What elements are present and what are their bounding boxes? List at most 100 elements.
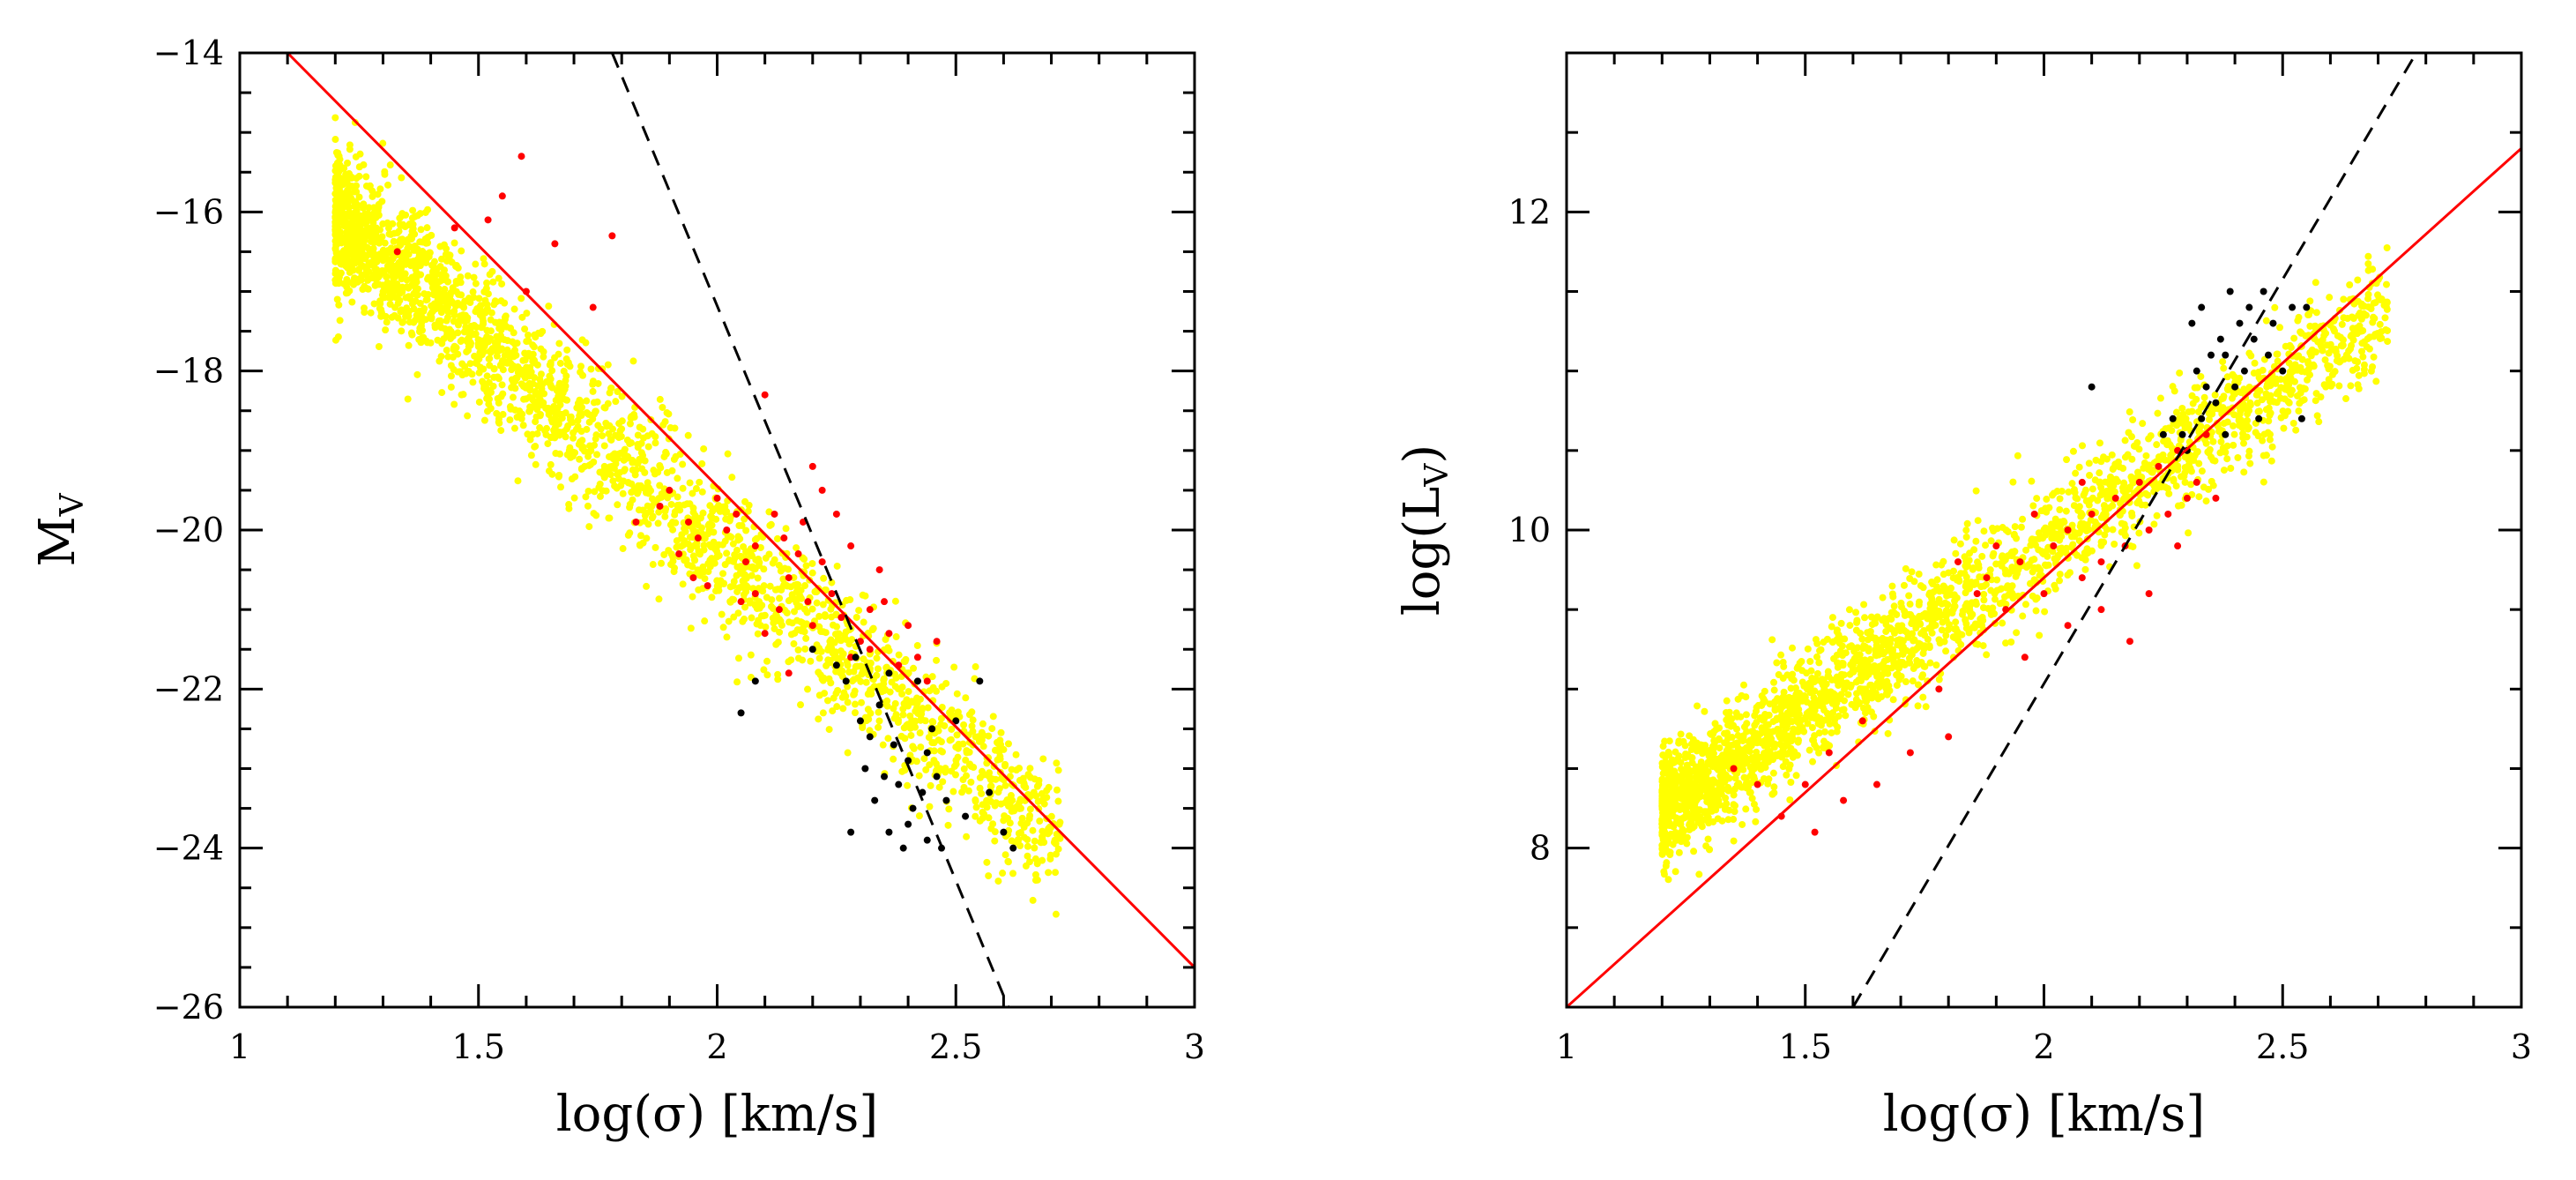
right-point-yellow [2021, 601, 2029, 609]
left-point-yellow [753, 605, 761, 613]
right-point-yellow [1975, 564, 1983, 572]
left-point-yellow [344, 289, 352, 297]
right-point-yellow [1679, 772, 1686, 780]
left-point-yellow [801, 582, 809, 590]
right-point-yellow [1890, 609, 1898, 616]
right-point-yellow [2260, 478, 2267, 486]
left-point-black [909, 804, 917, 812]
left-point-yellow [394, 314, 402, 322]
right-point-yellow [2205, 415, 2213, 423]
left-point-yellow [723, 633, 731, 641]
left-point-yellow [423, 295, 431, 303]
right-point-yellow [2237, 389, 2245, 397]
right-point-yellow [2266, 430, 2274, 438]
left-point-yellow [619, 545, 627, 553]
left-point-yellow [682, 556, 690, 564]
left-point-black [861, 765, 869, 773]
left-point-yellow [1001, 851, 1009, 859]
right-point-yellow [2360, 370, 2368, 377]
left-point-yellow [950, 762, 958, 770]
left-point-yellow [567, 415, 575, 423]
left-point-yellow [360, 161, 368, 168]
left-point-yellow [693, 518, 701, 526]
left-point-yellow [884, 735, 892, 743]
left-point-yellow [906, 724, 914, 732]
right-point-yellow [1815, 659, 1823, 667]
left-point-yellow [976, 784, 984, 792]
left-point-yellow [626, 440, 634, 448]
left-point-yellow [517, 295, 525, 302]
left-point-yellow [673, 543, 681, 551]
right-point-yellow [1999, 619, 2006, 627]
left-point-yellow [452, 344, 460, 352]
left-point-yellow [843, 596, 851, 604]
right-point-yellow [1740, 773, 1748, 781]
right-point-yellow [2211, 391, 2219, 399]
right-point-yellow [1889, 593, 1897, 601]
left-point-yellow [747, 651, 755, 659]
left-point-yellow [689, 552, 697, 560]
left-point-yellow [946, 709, 954, 717]
right-point-yellow [2326, 294, 2334, 302]
right-point-yellow [1737, 713, 1745, 721]
left-point-yellow [483, 326, 491, 334]
left-point-black [933, 773, 941, 780]
right-point-yellow [2253, 391, 2261, 399]
left-point-yellow [599, 432, 607, 440]
left-point-yellow [514, 477, 522, 485]
left-point-yellow [882, 663, 890, 671]
left-point-red [685, 518, 693, 526]
right-point-yellow [2312, 397, 2319, 405]
left-point-yellow [404, 244, 412, 252]
left-point-yellow [440, 335, 448, 343]
right-point-yellow [2069, 447, 2077, 455]
left-point-yellow [387, 230, 395, 238]
left-point-yellow [555, 428, 563, 436]
left-point-yellow [339, 248, 347, 256]
left-point-yellow [585, 523, 593, 531]
left-point-yellow [443, 347, 450, 355]
right-point-yellow [2366, 333, 2374, 341]
left-point-red [761, 391, 769, 399]
left-point-yellow [656, 482, 664, 489]
left-point-red [498, 192, 506, 200]
left-point-yellow [338, 175, 346, 183]
right-point-yellow [1848, 642, 1856, 650]
right-point-yellow [1844, 691, 1852, 698]
right-point-yellow [2304, 311, 2312, 319]
left-point-yellow [459, 311, 467, 319]
left-point-yellow [985, 772, 993, 780]
left-point-yellow [558, 414, 566, 422]
left-point-yellow [727, 534, 735, 541]
right-point-yellow [2043, 496, 2051, 504]
left-point-yellow [815, 623, 823, 631]
left-point-yellow [554, 405, 562, 413]
left-point-yellow [670, 455, 678, 463]
right-point-yellow [2291, 361, 2299, 369]
left-point-yellow [994, 878, 1002, 885]
left-point-yellow [741, 616, 748, 624]
left-scatter-plot: 1 1.5 2 2.5 3−26−24−22−20−18−16−14 log(σ) [k… [29, 34, 1205, 1143]
right-point-yellow [1932, 661, 1940, 669]
left-point-yellow [791, 581, 799, 589]
left-point-yellow [532, 443, 540, 451]
left-point-yellow [365, 204, 373, 212]
left-point-yellow [644, 443, 652, 451]
right-point-yellow [2240, 439, 2248, 447]
left-point-yellow [571, 473, 579, 481]
right-point-yellow [1833, 728, 1841, 736]
left-point-yellow [510, 362, 517, 370]
left-point-yellow [436, 357, 443, 365]
right-point-yellow [2350, 300, 2358, 308]
right-point-yellow [1770, 789, 1778, 797]
right-point-yellow [2255, 374, 2263, 382]
left-point-yellow [354, 252, 361, 260]
left-point-red [713, 494, 721, 502]
left-point-yellow [825, 726, 833, 734]
right-point-yellow [1866, 681, 1874, 689]
left-point-yellow [988, 725, 996, 733]
left-point-yellow [396, 214, 404, 222]
left-point-yellow [667, 500, 675, 508]
right-point-yellow [1865, 661, 1872, 669]
left-point-yellow [332, 184, 340, 192]
